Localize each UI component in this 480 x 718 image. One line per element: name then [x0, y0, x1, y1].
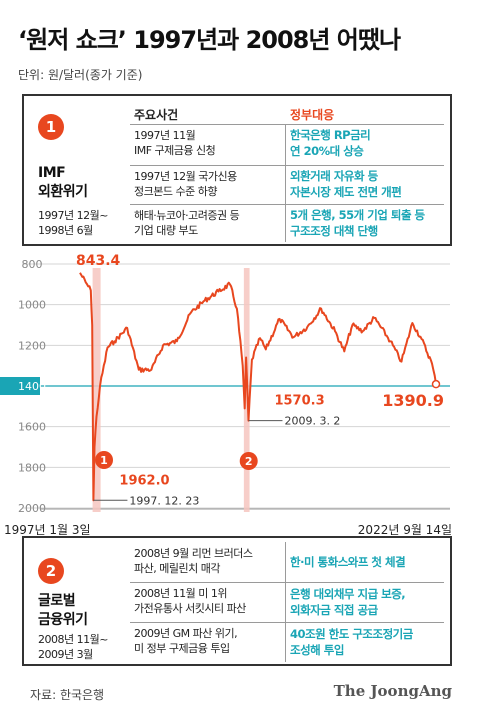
gov-row-1: 한·미 통화스와프 첫 체결: [290, 554, 460, 570]
gov-text: 한국은행 RP금리: [290, 128, 371, 142]
y-tick-label: 800: [22, 258, 43, 271]
panel2-period: 2008년 11월~ 2009년 3월: [38, 632, 108, 662]
panel2-name: 글로벌 금융위기: [38, 592, 88, 630]
divider: [130, 124, 444, 125]
gov-text: 외화자금 직접 공급: [290, 603, 378, 617]
panel2-badge: 2: [38, 558, 64, 584]
divider: [285, 124, 286, 242]
gov-text: 조성해 투입: [290, 643, 344, 657]
event-text: 파산, 메릴린치 매각: [134, 562, 220, 575]
gov-text: 은행 대외채무 지급 보증,: [290, 587, 406, 601]
highlight-tick-box: [0, 377, 40, 395]
data-date-label: 1997. 12. 23: [129, 494, 199, 507]
crisis-marker: [95, 451, 114, 469]
event-text: 가전유통사 서킷시티 파산: [134, 602, 246, 615]
y-tick-label: 1600: [18, 421, 46, 434]
exchange-rate-chart: 800 1000 1200 1400 1600 1800 2000 1997년 1월 3일 20…: [0, 253, 452, 536]
event-text: 해태·뉴코아·고려증권 등: [134, 209, 240, 222]
crisis-marker-label: 1: [100, 454, 108, 467]
unit-label: 단위: 원/달러(종가 기준): [18, 68, 143, 82]
event-text: 정크본드 수준 하향: [134, 185, 217, 198]
gov-text: 5개 은행, 55개 기업 퇴출 등: [290, 208, 425, 222]
header-gov: 정부대응: [290, 108, 335, 122]
event-text: 2009년 GM 파산 위기,: [134, 627, 238, 640]
panel1-period-line2: 1998년 6월: [38, 224, 93, 237]
event-text: 기업 대량 부도: [134, 224, 198, 237]
panel1-name: IMF 외환위기: [38, 164, 88, 202]
y-tick-label: 1200: [18, 339, 46, 352]
y-tick-label: 1000: [18, 299, 46, 312]
y-tick-label: 1800: [18, 461, 46, 474]
divider: [130, 204, 444, 205]
y-tick-label: 1400: [18, 380, 46, 393]
data-date-label: 2009. 3. 2: [284, 415, 340, 428]
divider: [130, 165, 444, 166]
gov-row-2: 은행 대외채무 지급 보증, 외화자금 직접 공급: [290, 586, 460, 618]
data-label: 843.4: [76, 253, 121, 269]
divider: [130, 582, 444, 583]
event-text: IMF 구제금융 신청: [134, 144, 216, 157]
panel1-period: 1997년 12월~ 1998년 6월: [38, 208, 108, 238]
brand-logo: The JoongAng: [333, 682, 452, 700]
data-label: 1570.3: [274, 394, 324, 409]
data-label: 1962.0: [119, 473, 169, 488]
gov-text: 구조조정 대책 단행: [290, 224, 378, 238]
gov-text: 자본시장 제도 전면 개편: [290, 185, 402, 199]
gov-text: 한·미 통화스와프 첫 체결: [290, 555, 406, 569]
divider: [285, 542, 286, 662]
imf-crisis-panel: 1 IMF 외환위기 1997년 12월~ 1998년 6월 주요사건 정부대응…: [22, 94, 452, 246]
event-text: 1997년 12월 국가신용: [134, 170, 237, 183]
panel1-badge: 1: [38, 114, 64, 140]
gov-text: 40조원 한도 구조조정기금: [290, 627, 413, 641]
panel2-period-line1: 2008년 11월~: [38, 633, 108, 646]
gov-text: 외환거래 자유화 등: [290, 169, 378, 183]
panel1-name-line2: 외환위기: [38, 184, 88, 200]
series-line: [79, 272, 437, 502]
event-row-3: 2009년 GM 파산 위기, 미 정부 구제금융 투입: [134, 626, 294, 656]
x-end-label: 2022년 9월 14일: [358, 523, 452, 536]
global-crisis-panel: 2 글로벌 금융위기 2008년 11월~ 2009년 3월 2008년 9월 …: [22, 536, 452, 666]
event-text: 미 정부 구제금융 투입: [134, 642, 230, 655]
crisis-marker: [239, 452, 258, 470]
end-point-marker: [431, 379, 441, 389]
panel2-period-line2: 2009년 3월: [38, 648, 93, 661]
panel1-name-line1: IMF: [38, 165, 66, 181]
crisis-marker-label: 2: [245, 455, 253, 468]
event-text: 2008년 9월 리먼 브러더스: [134, 547, 253, 560]
data-label: 1390.9: [382, 391, 444, 410]
x-start-label: 1997년 1월 3일: [4, 523, 91, 536]
event-text: 2008년 11월 미 1위: [134, 587, 227, 600]
header-events: 주요사건: [134, 108, 179, 122]
crisis-highlight-band: [92, 268, 101, 512]
y-tick-label: 2000: [18, 502, 46, 515]
event-row-1: 1997년 11월 IMF 구제금융 신청: [134, 128, 294, 158]
event-text: 1997년 11월: [134, 129, 196, 142]
panel1-period-line1: 1997년 12월~: [38, 209, 108, 222]
source-label: 자료: 한국은행: [30, 688, 105, 702]
gov-text: 연 20%대 상승: [290, 144, 364, 158]
divider: [130, 622, 444, 623]
panel2-name-line2: 금융위기: [38, 612, 88, 628]
panel2-name-line1: 글로벌: [38, 593, 76, 609]
page-title: ‘원저 쇼크’ 1997년과 2008년 어땠나: [18, 26, 401, 54]
